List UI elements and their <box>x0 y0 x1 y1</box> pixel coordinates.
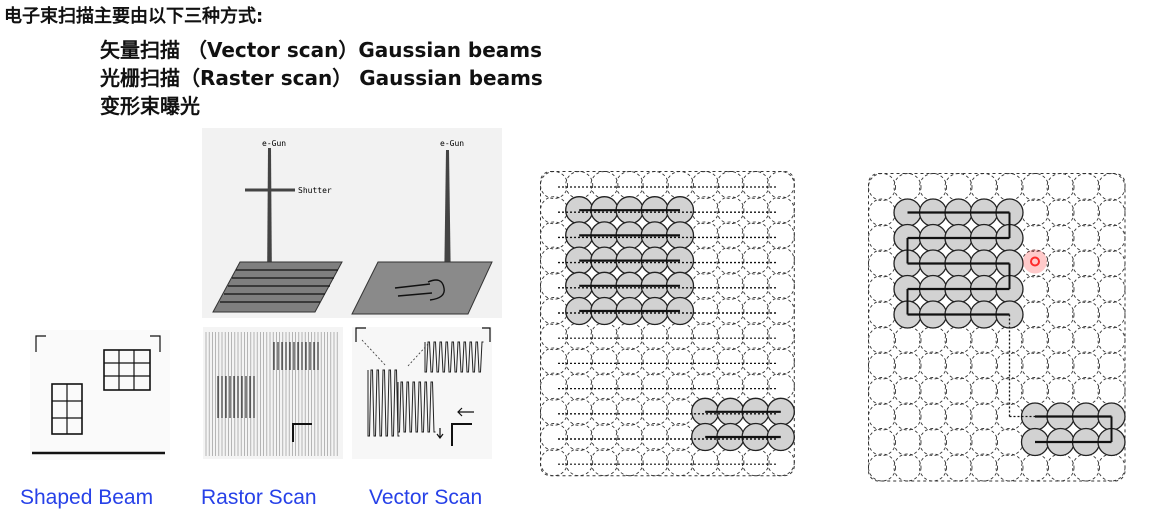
vector-spot-diagram <box>868 173 1126 482</box>
method-shaped-beam: 变形束曝光 <box>100 94 200 118</box>
slide-title: 电子束扫描主要由以下三种方式: <box>4 6 264 27</box>
caption-rastor-scan: Rastor Scan <box>201 486 317 509</box>
vector-scan-pattern <box>352 327 492 459</box>
method-vector-scan: 矢量扫描 （Vector scan）Gaussian beams <box>100 38 543 62</box>
raster-scan-pattern <box>203 327 343 459</box>
cursor-dot <box>1030 256 1040 267</box>
raster-beam-figure: e-Gun Shutter <box>202 128 352 318</box>
caption-vector-scan: Vector Scan <box>369 486 483 509</box>
egun-label-2: e-Gun <box>440 139 464 148</box>
vector-beam-figure: e-Gun <box>351 128 502 318</box>
cursor-highlight <box>1023 249 1047 274</box>
raster-spot-diagram <box>540 171 795 477</box>
method-raster-scan: 光栅扫描（Raster scan） Gaussian beams <box>100 66 543 90</box>
egun-label: e-Gun <box>262 139 286 148</box>
caption-shaped-beam: Shaped Beam <box>20 486 154 509</box>
shutter-label: Shutter <box>298 186 332 195</box>
shaped-beam-pattern <box>30 330 170 460</box>
